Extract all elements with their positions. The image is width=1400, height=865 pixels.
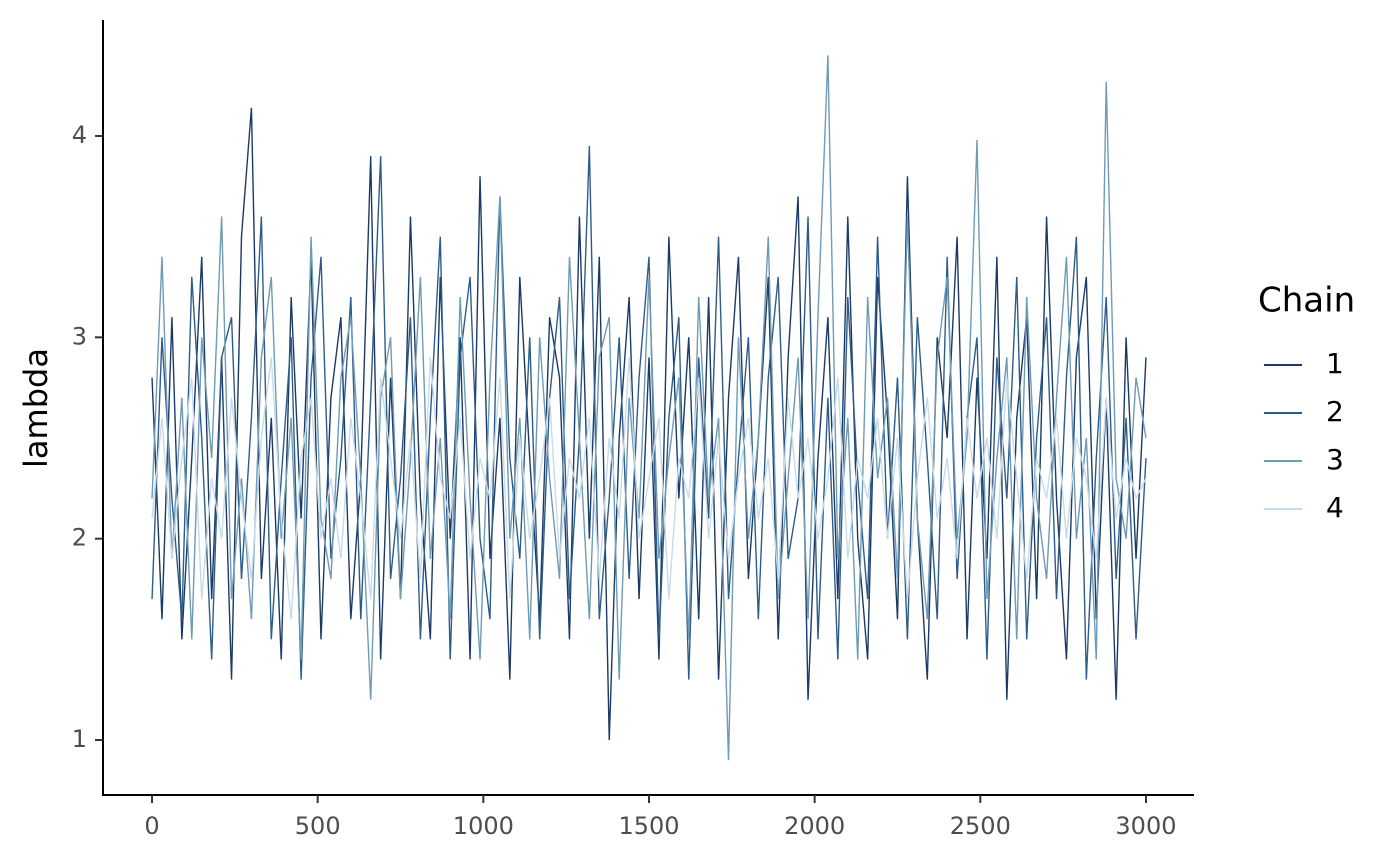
y-tick-label: 1: [72, 725, 87, 753]
legend-label: 4: [1326, 491, 1344, 524]
chain-trace: [151, 146, 1147, 680]
chain-trace: [151, 55, 1147, 761]
legend-label: 2: [1326, 395, 1344, 428]
x-tick-label: 1500: [618, 812, 679, 840]
x-tick-label: 500: [295, 812, 341, 840]
x-tick-label: 1000: [453, 812, 514, 840]
y-tick-label: 4: [72, 121, 87, 149]
legend-label: 3: [1326, 443, 1344, 476]
x-tick-label: 2500: [950, 812, 1011, 840]
y-axis-label: lambda: [17, 348, 55, 468]
x-tick-label: 3000: [1115, 812, 1176, 840]
x-tick-label: 0: [144, 812, 159, 840]
x-tick-label: 2000: [784, 812, 845, 840]
y-tick-label: 3: [72, 322, 87, 350]
chain-trace: [151, 357, 1147, 620]
y-tick-label: 2: [72, 524, 87, 552]
legend-title: Chain: [1258, 281, 1355, 321]
legend-label: 1: [1326, 347, 1344, 380]
